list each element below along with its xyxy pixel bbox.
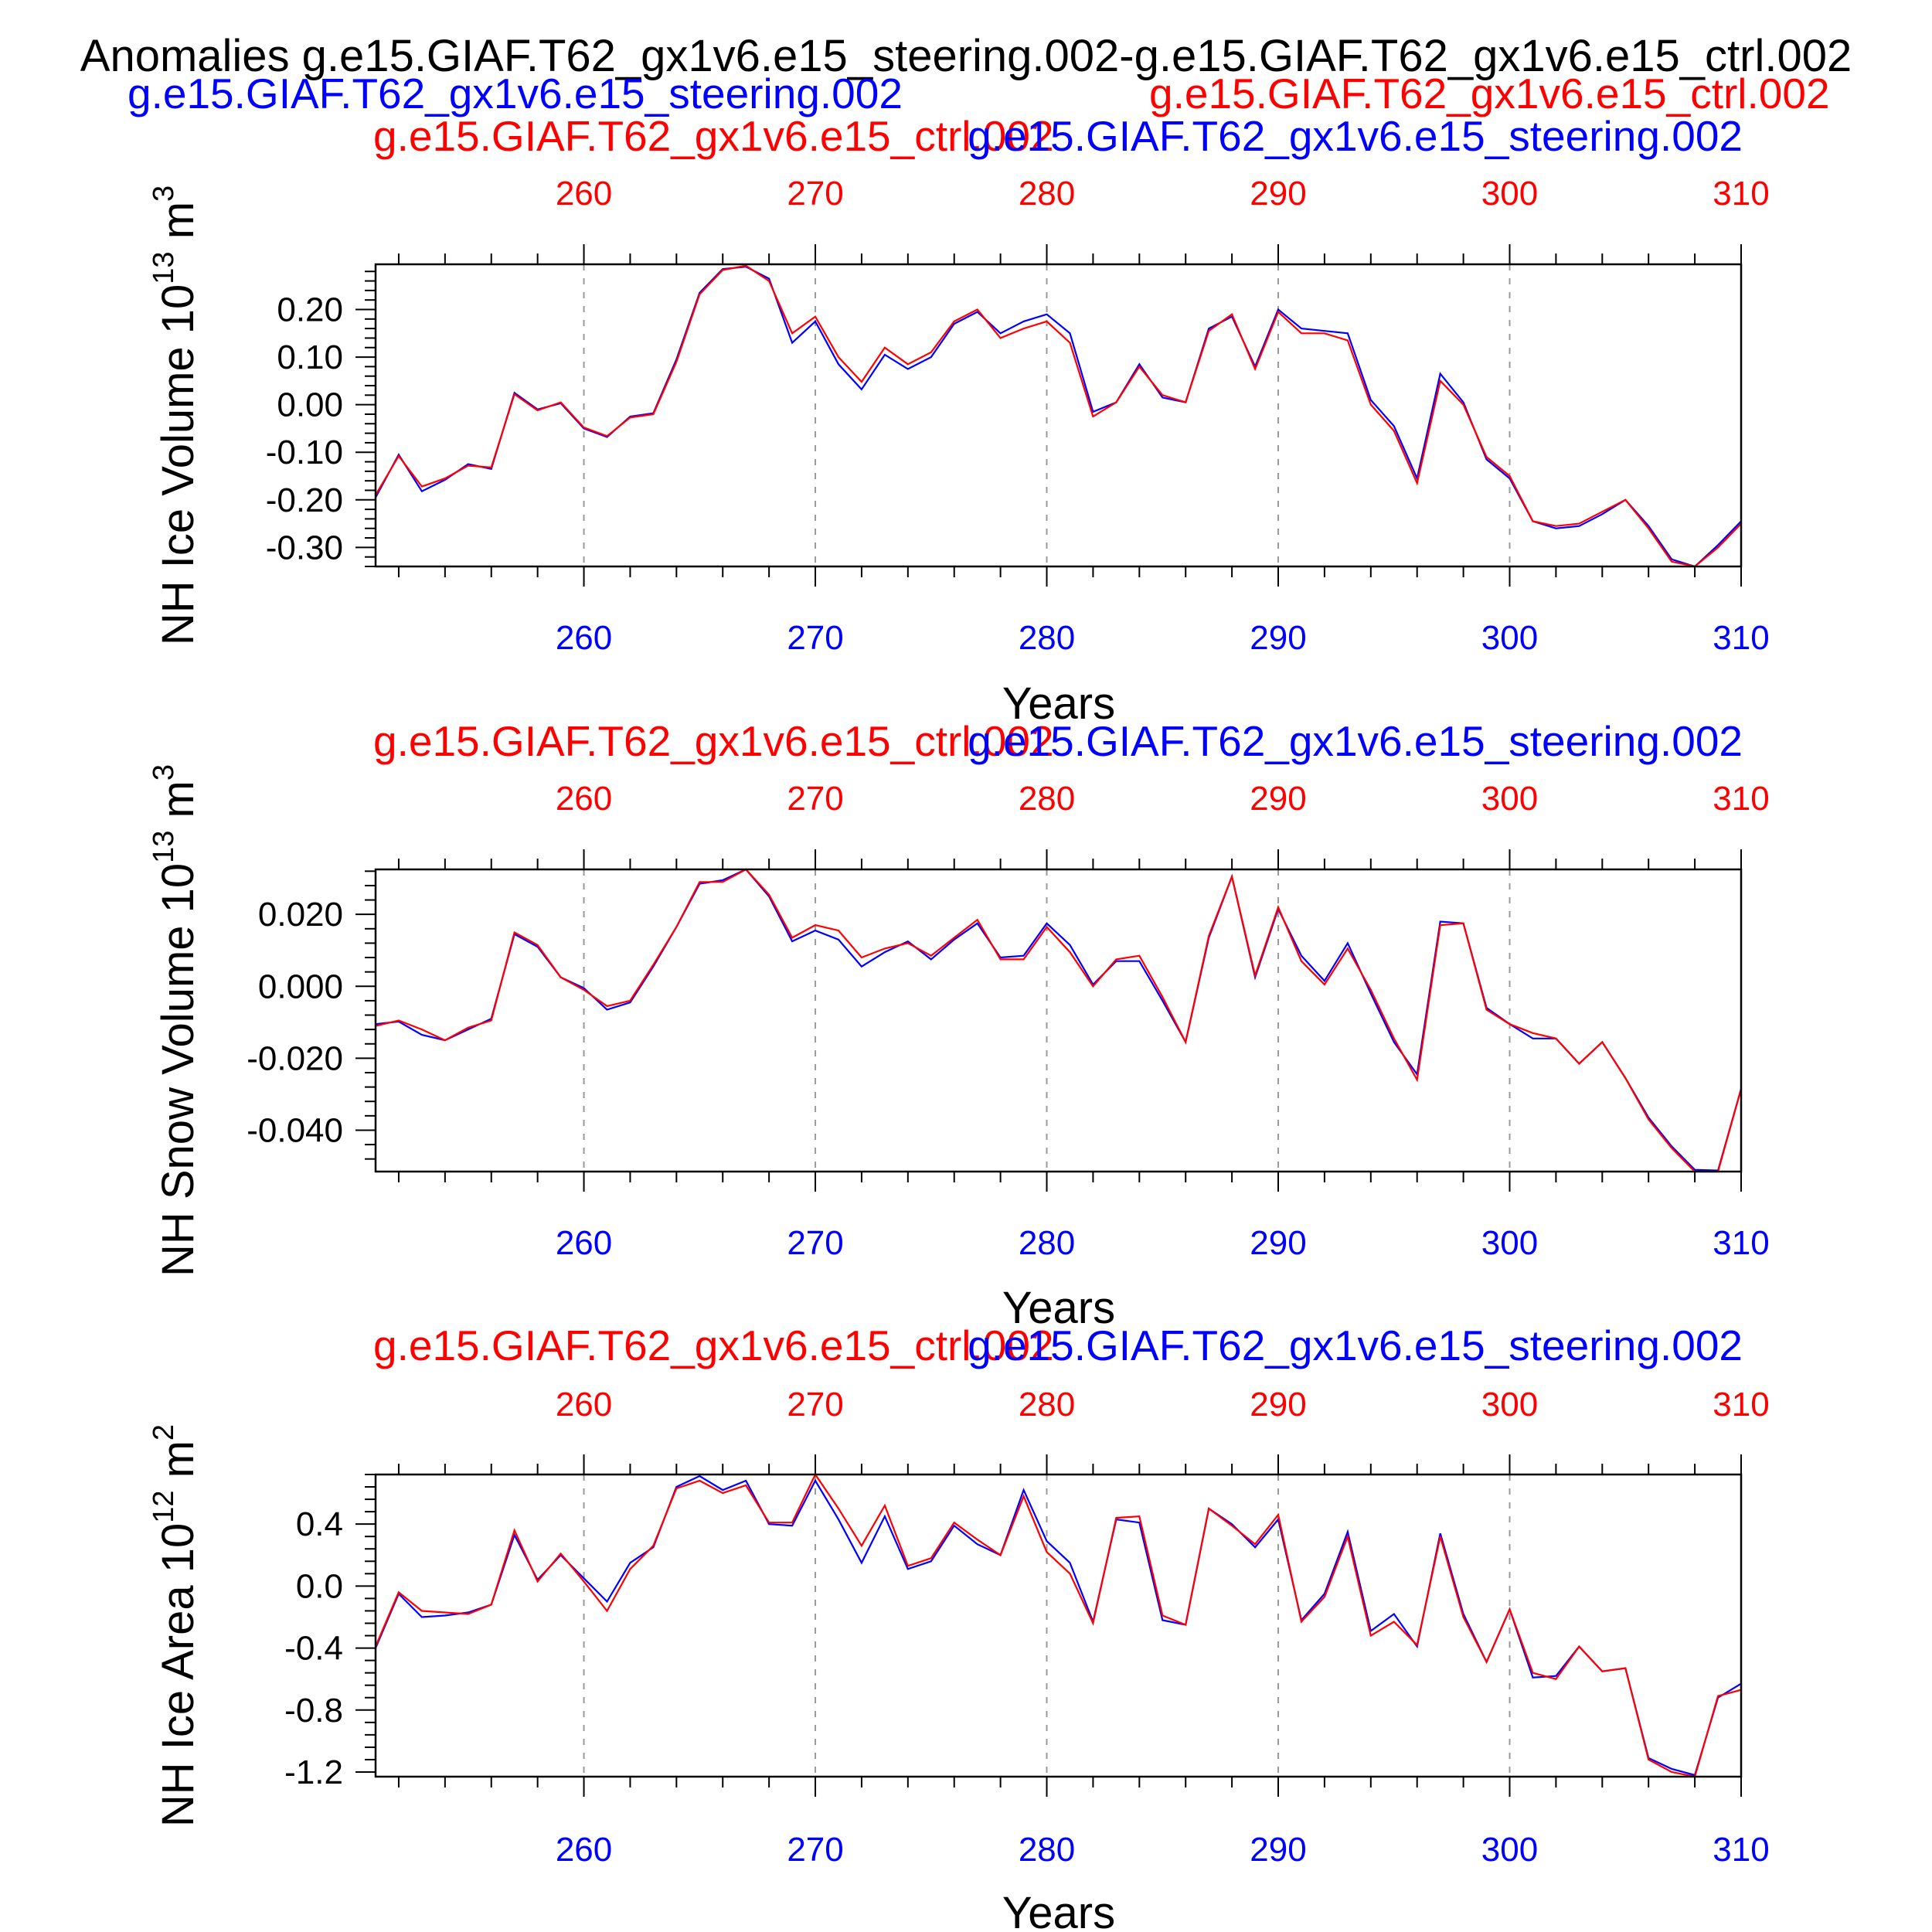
series-line-steering <box>375 868 1743 1172</box>
panel-title-blue: g.e15.GIAF.T62_gx1v6.e15_steering.002 <box>968 1321 1743 1369</box>
x-tick-label-top: 290 <box>1250 175 1306 213</box>
y-tick-label: 0.00 <box>277 386 343 424</box>
y-tick-label: 0.10 <box>277 338 343 376</box>
main-title: Anomalies g.e15.GIAF.T62_gx1v6.e15_steer… <box>80 31 1852 81</box>
x-tick-label-top: 310 <box>1713 175 1769 213</box>
panel-title-red: g.e15.GIAF.T62_gx1v6.e15_ctrl.002 <box>373 112 1054 160</box>
x-tick-label-bottom: 270 <box>787 619 843 657</box>
plot-frame <box>374 263 1743 568</box>
y-tick-label: -0.4 <box>284 1630 343 1668</box>
panel-title-blue: g.e15.GIAF.T62_gx1v6.e15_steering.002 <box>968 112 1743 160</box>
x-tick-label-bottom: 300 <box>1481 1831 1538 1869</box>
y-axis-label: NH Ice Volume 1013 m3 <box>148 185 203 645</box>
series-line-ctrl <box>375 868 1743 1173</box>
x-tick-label-bottom: 280 <box>1019 1831 1075 1869</box>
y-tick-label: 0.20 <box>277 291 343 328</box>
case-title-blue: g.e15.GIAF.T62_gx1v6.e15_steering.002 <box>128 70 903 117</box>
x-tick-label-top: 290 <box>1250 780 1306 818</box>
x-tick-label-bottom: 260 <box>556 1831 612 1869</box>
x-tick-label-top: 280 <box>1019 175 1075 213</box>
y-tick-label: 0.4 <box>296 1505 343 1543</box>
y-tick-label: 0.000 <box>258 968 343 1005</box>
x-tick-label-bottom: 290 <box>1250 1224 1306 1262</box>
plot-frame <box>374 868 1743 1173</box>
panel-title-red: g.e15.GIAF.T62_gx1v6.e15_ctrl.002 <box>373 1321 1054 1369</box>
plot-frame <box>374 1473 1743 1778</box>
y-tick-label: -0.20 <box>266 481 343 519</box>
panel-3: g.e15.GIAF.T62_gx1v6.e15_ctrl.002g.e15.G… <box>148 1321 1770 1932</box>
x-tick-label-bottom: 300 <box>1481 619 1538 657</box>
series-line-ctrl <box>375 264 1742 568</box>
series-line-steering <box>374 1475 1742 1777</box>
x-tick-label-top: 270 <box>787 175 843 213</box>
x-tick-label-bottom: 280 <box>1019 1224 1075 1262</box>
x-axis-label: Years <box>1002 679 1115 729</box>
panel-1: g.e15.GIAF.T62_gx1v6.e15_ctrl.002g.e15.G… <box>148 112 1770 729</box>
panel-2: g.e15.GIAF.T62_gx1v6.e15_ctrl.002g.e15.G… <box>148 717 1770 1333</box>
x-tick-label-top: 270 <box>787 780 843 818</box>
x-tick-label-top: 310 <box>1713 1386 1769 1423</box>
x-tick-label-bottom: 310 <box>1713 1224 1769 1262</box>
x-tick-label-top: 270 <box>787 1386 843 1423</box>
x-tick-label-bottom: 260 <box>556 1224 612 1262</box>
x-tick-label-top: 300 <box>1481 175 1538 213</box>
x-tick-label-bottom: 300 <box>1481 1224 1538 1262</box>
x-tick-label-bottom: 270 <box>787 1831 843 1869</box>
y-tick-label: -0.30 <box>266 529 343 566</box>
y-tick-label: -0.020 <box>247 1039 343 1077</box>
x-tick-label-top: 310 <box>1713 780 1769 818</box>
x-tick-label-top: 290 <box>1250 1386 1306 1423</box>
x-tick-label-bottom: 290 <box>1250 1831 1306 1869</box>
x-tick-label-top: 280 <box>1019 1386 1075 1423</box>
series-line-steering <box>375 265 1742 568</box>
x-tick-label-bottom: 260 <box>556 619 612 657</box>
x-tick-label-bottom: 310 <box>1713 619 1769 657</box>
panel-title-red: g.e15.GIAF.T62_gx1v6.e15_ctrl.002 <box>373 717 1054 765</box>
x-tick-label-top: 260 <box>556 1386 612 1423</box>
x-tick-label-bottom: 270 <box>787 1224 843 1262</box>
series-line-ctrl <box>374 1472 1742 1778</box>
y-tick-label: -0.10 <box>266 434 343 471</box>
y-tick-label: -1.2 <box>284 1753 343 1791</box>
x-tick-label-top: 260 <box>556 175 612 213</box>
case-title-red: g.e15.GIAF.T62_gx1v6.e15_ctrl.002 <box>1149 70 1830 117</box>
x-tick-label-bottom: 290 <box>1250 619 1306 657</box>
x-tick-label-bottom: 280 <box>1019 619 1075 657</box>
x-tick-label-top: 300 <box>1481 780 1538 818</box>
x-tick-label-top: 280 <box>1019 780 1075 818</box>
panel-title-blue: g.e15.GIAF.T62_gx1v6.e15_steering.002 <box>968 717 1743 765</box>
y-tick-label: -0.040 <box>247 1111 343 1149</box>
y-tick-label: -0.8 <box>284 1692 343 1730</box>
y-axis-label: NH Snow Volume 1013 m3 <box>148 764 203 1277</box>
x-tick-label-bottom: 310 <box>1713 1831 1769 1869</box>
x-axis-label: Years <box>1002 1283 1115 1333</box>
y-tick-label: 0.0 <box>296 1567 343 1605</box>
x-axis-label: Years <box>1002 1888 1115 1932</box>
x-tick-label-top: 300 <box>1481 1386 1538 1423</box>
x-tick-label-top: 260 <box>556 780 612 818</box>
y-axis-label: NH Ice Area 1012 m2 <box>148 1424 203 1827</box>
y-tick-label: 0.020 <box>258 896 343 934</box>
